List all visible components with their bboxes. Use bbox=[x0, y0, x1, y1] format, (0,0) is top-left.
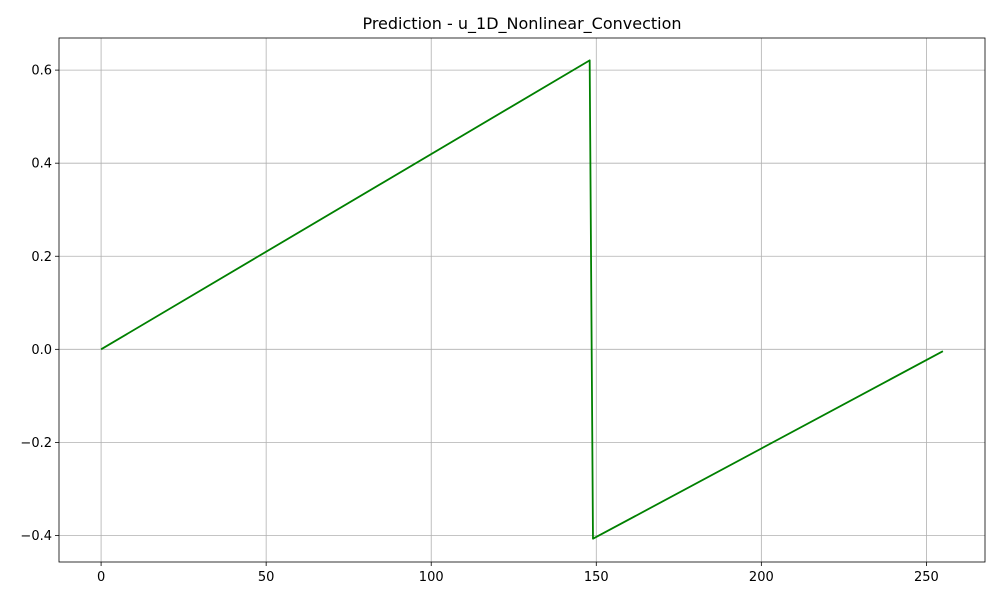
x-tick-label: 250 bbox=[914, 570, 939, 585]
series-line-0 bbox=[100, 59, 944, 540]
plot-frame bbox=[58, 37, 986, 563]
y-tick-label: 0.6 bbox=[31, 64, 52, 79]
x-tick-label: 150 bbox=[584, 570, 609, 585]
y-tick-label: 0.2 bbox=[31, 250, 52, 265]
x-tick-label: 50 bbox=[258, 570, 275, 585]
x-tick-label: 0 bbox=[97, 570, 105, 585]
grid bbox=[59, 38, 985, 562]
y-tick-label: −0.2 bbox=[20, 436, 52, 451]
y-axis-ticks: −0.4 −0.2 0.0 0.2 0.4 0.6 bbox=[20, 64, 59, 544]
y-tick-label: 0.4 bbox=[31, 157, 52, 172]
x-tick-label: 200 bbox=[749, 570, 774, 585]
y-tick-label: −0.4 bbox=[20, 529, 52, 544]
y-tick-label: 0.0 bbox=[31, 343, 52, 358]
x-axis-ticks: 0 50 100 150 200 250 bbox=[97, 562, 939, 585]
chart-title: Prediction - u_1D_Nonlinear_Convection bbox=[362, 14, 681, 34]
x-tick-label: 100 bbox=[419, 570, 444, 585]
series-layer bbox=[100, 59, 944, 540]
